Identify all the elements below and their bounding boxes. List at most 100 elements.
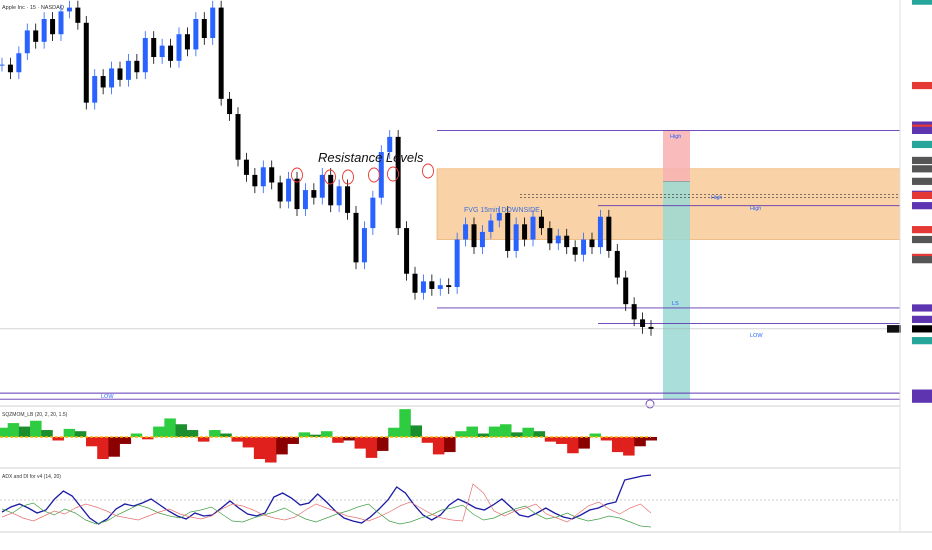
sqzmom-bar [466, 426, 478, 437]
candle-body [260, 167, 266, 187]
adx-pane: ADX and DI for v4 (14, 20) [0, 474, 900, 528]
candle-body [581, 239, 587, 255]
sqzmom-bar [108, 437, 120, 457]
sqzmom-bar [175, 424, 188, 437]
sqzmom-bar [623, 437, 635, 456]
candle-body [252, 174, 258, 187]
candle-body [564, 235, 570, 248]
sqzmom-bar [231, 437, 243, 442]
sqzmom-bar [511, 432, 523, 437]
symbol-title: Apple Inc · 15 · NASDAQ [2, 5, 65, 11]
candle-body [7, 64, 13, 73]
candle-body [117, 68, 123, 80]
candle-body [589, 239, 595, 248]
candle-body [614, 250, 620, 278]
price-axis[interactable] [887, 0, 932, 403]
sqzmom-bar [242, 437, 255, 448]
candle-body [606, 216, 612, 251]
sqzmom-bar [444, 437, 456, 453]
candle-body [41, 19, 47, 42]
take-profit-zone [663, 181, 690, 400]
annotations-layer: Resistance Levels FVG 15min DOWNSIDE Hig… [101, 134, 763, 409]
adx-title: ADX and DI for v4 (14, 20) [2, 474, 61, 480]
sqzmom-bar [119, 437, 132, 444]
candle-body [159, 45, 165, 58]
price-tag-box [912, 156, 932, 165]
resistance-label: Resistance Levels [318, 150, 424, 165]
sqzmom-bar [18, 426, 31, 437]
sqzmom-bar [209, 430, 221, 437]
candle-body [640, 319, 646, 327]
resistance-circle [422, 163, 434, 179]
high-label-3: High [750, 206, 761, 212]
sqzmom-bar [197, 437, 210, 442]
sqzmom-bar [298, 432, 311, 437]
price-tag-box [912, 337, 932, 345]
sqzmom-bar [634, 437, 646, 447]
price-tag-box [912, 389, 932, 397]
high-label-1: High [670, 134, 681, 140]
replay-marker [645, 399, 655, 409]
candle-body [168, 45, 174, 61]
candle-body [142, 38, 148, 73]
sqzmom-bar [265, 437, 277, 463]
resistance-circle [342, 169, 354, 185]
candle-body [631, 304, 637, 320]
candle-body [479, 231, 485, 248]
candle-body [227, 98, 233, 115]
resistance-circle [324, 169, 336, 185]
candle-body [555, 235, 561, 244]
sqzmom-bar [600, 437, 613, 441]
resistance-circles [291, 163, 655, 409]
candle-body [530, 216, 536, 240]
candle-body [328, 174, 334, 206]
resistance-circle [387, 166, 399, 182]
sqzmom-bar [41, 430, 53, 437]
candle-body [294, 178, 300, 210]
sqzmom-bar [276, 437, 288, 455]
candle-body [16, 53, 22, 73]
candle-body [58, 11, 64, 35]
sqzmom-bar [555, 437, 568, 444]
candle-body [92, 76, 98, 103]
candle-body [336, 186, 342, 206]
price-tag-box [912, 177, 932, 185]
sqzmom-bar [220, 433, 232, 437]
resistance-circle [291, 167, 303, 183]
candle-body [176, 34, 182, 61]
candle-body [302, 190, 308, 210]
sqzmom-bar [410, 425, 423, 437]
candle-body [100, 76, 106, 88]
price-tag-box [912, 81, 932, 90]
sqzmom-bar [7, 423, 20, 437]
sqzmom-bar [253, 437, 266, 460]
candle-body [184, 34, 190, 50]
candle-body [496, 212, 502, 221]
candle-body [412, 273, 418, 293]
candle-body [353, 212, 359, 263]
candle-body [505, 212, 511, 251]
price-tag-box [912, 202, 932, 210]
sqzmom-bar [354, 437, 367, 449]
sqzmom-bar [164, 418, 176, 437]
sqzmom-bar [388, 427, 400, 437]
low-label-2: LOW [101, 394, 114, 400]
sqzmom-bar [589, 433, 602, 437]
sqzmom-bar [488, 426, 501, 437]
sqzmom-bar [0, 427, 8, 437]
price-tag-box [912, 235, 932, 244]
candle-body [75, 7, 81, 23]
candle-body [243, 159, 249, 175]
candle-body [471, 224, 477, 248]
sqzmom-bar [97, 437, 109, 460]
zones-layer [0, 129, 901, 400]
sqzmom-bar [544, 437, 557, 442]
sqzmom-bar [321, 431, 333, 437]
candle-body [420, 281, 426, 293]
candle-body [125, 60, 131, 80]
price-tag-box [912, 226, 932, 234]
price-tag-box [912, 325, 932, 333]
candle-body [210, 7, 216, 39]
ls-label: LS [672, 301, 679, 307]
